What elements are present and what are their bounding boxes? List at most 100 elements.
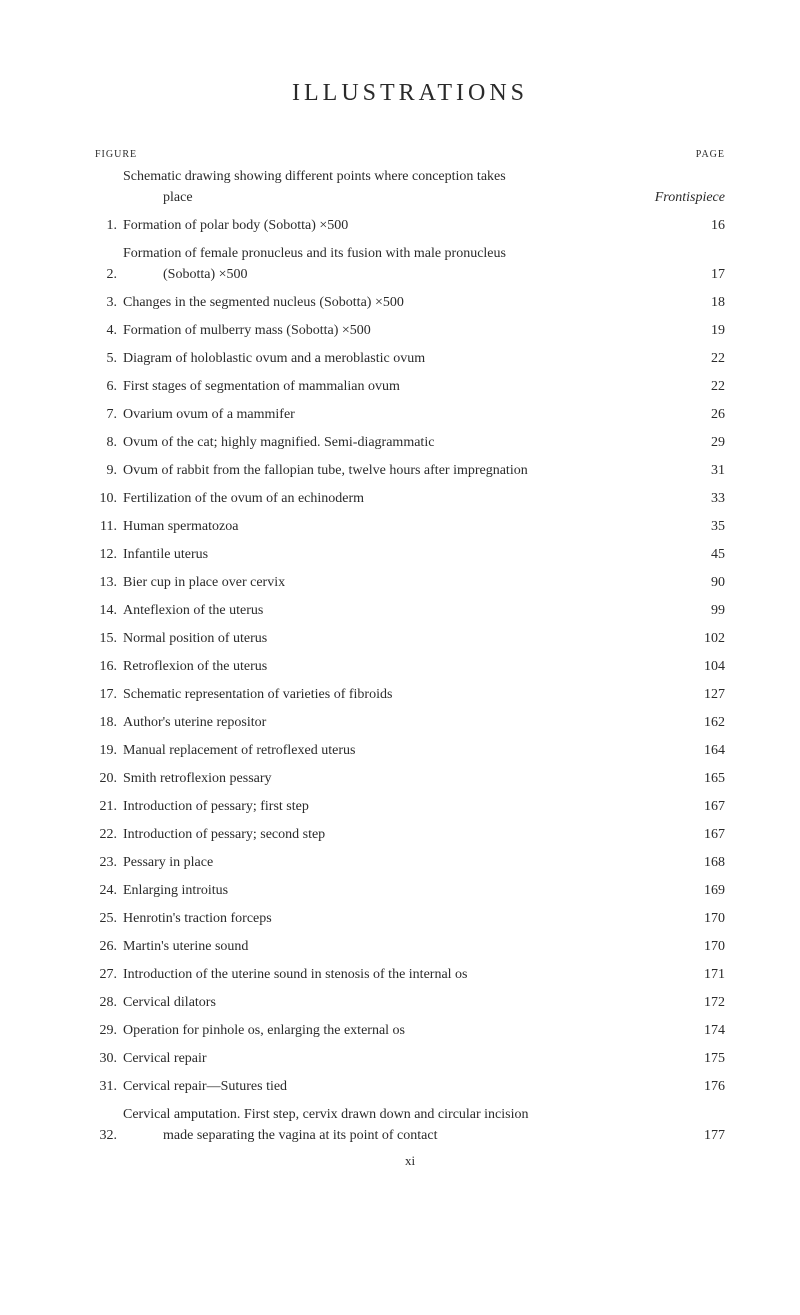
figure-number: 6. bbox=[95, 376, 123, 397]
entry-text-wrapper: Schematic representation of varieties of… bbox=[123, 684, 687, 705]
entry-text-wrapper: Ovarium ovum of a mammifer bbox=[123, 404, 687, 425]
entry-text-wrapper: Fertilization of the ovum of an echinode… bbox=[123, 488, 687, 509]
entry-description: Introduction of the uterine sound in ste… bbox=[123, 964, 468, 985]
page-roman-numeral: xi bbox=[95, 1153, 725, 1169]
entry-text-line: Schematic representation of varieties of… bbox=[123, 684, 687, 705]
list-item: 18.Author's uterine repositor162 bbox=[95, 712, 725, 733]
entry-text-wrapper: Ovum of rabbit from the fallopian tube, … bbox=[123, 460, 687, 481]
page-reference: 177 bbox=[687, 1125, 725, 1146]
page-reference: 174 bbox=[687, 1020, 725, 1041]
dot-leader bbox=[408, 305, 683, 306]
figure-number: 21. bbox=[95, 796, 123, 817]
entry-text-line: place bbox=[123, 187, 655, 208]
figure-number: 8. bbox=[95, 432, 123, 453]
page-reference: 33 bbox=[687, 488, 725, 509]
page-reference: 102 bbox=[687, 628, 725, 649]
entry-text-wrapper: Ovum of the cat; highly magnified. Semi-… bbox=[123, 432, 687, 453]
entry-description: Martin's uterine sound bbox=[123, 936, 248, 957]
page-reference: 175 bbox=[687, 1048, 725, 1069]
dot-leader bbox=[242, 529, 683, 530]
page-reference: 171 bbox=[687, 964, 725, 985]
entry-text-line: Henrotin's traction forceps bbox=[123, 908, 687, 929]
page-reference: Frontispiece bbox=[655, 187, 725, 208]
entry-text-wrapper: Smith retroflexion pessary bbox=[123, 768, 687, 789]
list-item: 2.Formation of female pronucleus and its… bbox=[95, 243, 725, 285]
page-reference: 170 bbox=[687, 936, 725, 957]
entry-description: Normal position of uterus bbox=[123, 628, 267, 649]
entry-description: Henrotin's traction forceps bbox=[123, 908, 272, 929]
page-reference: 17 bbox=[687, 264, 725, 285]
entry-description: Human spermatozoa bbox=[123, 516, 238, 537]
entry-text-wrapper: Cervical repair—Sutures tied bbox=[123, 1076, 687, 1097]
figure-number: 25. bbox=[95, 908, 123, 929]
page-reference: 167 bbox=[687, 796, 725, 817]
dot-leader bbox=[270, 725, 683, 726]
page-reference: 90 bbox=[687, 572, 725, 593]
page-reference: 31 bbox=[687, 460, 725, 481]
dot-leader bbox=[409, 1033, 683, 1034]
entry-description: Cervical dilators bbox=[123, 992, 216, 1013]
figure-number: 2. bbox=[95, 264, 123, 285]
figure-number: 7. bbox=[95, 404, 123, 425]
entry-text-line: Cervical repair—Sutures tied bbox=[123, 1076, 687, 1097]
figure-number: 29. bbox=[95, 1020, 123, 1041]
figure-number: 31. bbox=[95, 1076, 123, 1097]
entry-description: Introduction of pessary; second step bbox=[123, 824, 325, 845]
page-reference: 164 bbox=[687, 740, 725, 761]
entry-text-wrapper: Schematic drawing showing different poin… bbox=[123, 166, 655, 208]
entry-text-wrapper: Author's uterine repositor bbox=[123, 712, 687, 733]
entry-text-wrapper: Formation of polar body (Sobotta) ×500 bbox=[123, 215, 687, 236]
page-reference: 19 bbox=[687, 320, 725, 341]
entry-text-line: Introduction of the uterine sound in ste… bbox=[123, 964, 687, 985]
entry-description: place bbox=[163, 187, 193, 208]
entry-text-line: Smith retroflexion pessary bbox=[123, 768, 687, 789]
entry-description: Infantile uterus bbox=[123, 544, 208, 565]
page-reference: 176 bbox=[687, 1076, 725, 1097]
entry-description: made separating the vagina at its point … bbox=[163, 1125, 437, 1146]
entry-text-wrapper: Martin's uterine sound bbox=[123, 936, 687, 957]
entry-text-wrapper: Henrotin's traction forceps bbox=[123, 908, 687, 929]
list-item: 12.Infantile uterus45 bbox=[95, 544, 725, 565]
figure-number: 30. bbox=[95, 1048, 123, 1069]
list-item: 7.Ovarium ovum of a mammifer26 bbox=[95, 404, 725, 425]
entry-text-line: Cervical repair bbox=[123, 1048, 687, 1069]
list-item: 3.Changes in the segmented nucleus (Sobo… bbox=[95, 292, 725, 313]
dot-leader bbox=[267, 613, 683, 614]
entry-text-wrapper: First stages of segmentation of mammalia… bbox=[123, 376, 687, 397]
entry-text-line: Formation of female pronucleus and its f… bbox=[123, 243, 687, 264]
dot-leader bbox=[232, 893, 683, 894]
figure-number: 14. bbox=[95, 600, 123, 621]
page-reference: 165 bbox=[687, 768, 725, 789]
entry-text-line: Enlarging introitus bbox=[123, 880, 687, 901]
list-item: 26.Martin's uterine sound 170 bbox=[95, 936, 725, 957]
entry-description: Ovum of rabbit from the fallopian tube, … bbox=[123, 460, 528, 481]
dot-leader bbox=[276, 921, 683, 922]
entry-text-line: Bier cup in place over cervix bbox=[123, 572, 687, 593]
entry-text-line: Introduction of pessary; first step bbox=[123, 796, 687, 817]
entry-text-wrapper: Retroflexion of the uterus bbox=[123, 656, 687, 677]
list-item: 27.Introduction of the uterine sound in … bbox=[95, 964, 725, 985]
entry-text-wrapper: Formation of female pronucleus and its f… bbox=[123, 243, 687, 285]
entry-text-line: Martin's uterine sound bbox=[123, 936, 687, 957]
entry-text-line: Fertilization of the ovum of an echinode… bbox=[123, 488, 687, 509]
entry-description: Ovarium ovum of a mammifer bbox=[123, 404, 295, 425]
list-item: 15.Normal position of uterus102 bbox=[95, 628, 725, 649]
entry-text-wrapper: Formation of mulberry mass (Sobotta) ×50… bbox=[123, 320, 687, 341]
entry-text-line: Introduction of pessary; second step bbox=[123, 824, 687, 845]
figure-number: 26. bbox=[95, 936, 123, 957]
dot-leader bbox=[404, 389, 683, 390]
list-item: 29.Operation for pinhole os, enlarging t… bbox=[95, 1020, 725, 1041]
list-item: 8.Ovum of the cat; highly magnified. Sem… bbox=[95, 432, 725, 453]
dot-leader bbox=[396, 697, 683, 698]
entry-description: Formation of polar body (Sobotta) ×500 bbox=[123, 215, 348, 236]
page-reference: 168 bbox=[687, 852, 725, 873]
list-item: 24.Enlarging introitus169 bbox=[95, 880, 725, 901]
entry-text-line: Infantile uterus bbox=[123, 544, 687, 565]
entry-text-line: Cervical dilators bbox=[123, 992, 687, 1013]
list-item: 6.First stages of segmentation of mammal… bbox=[95, 376, 725, 397]
entry-text-wrapper: Manual replacement of retroflexed uterus bbox=[123, 740, 687, 761]
entry-description: (Sobotta) ×500 bbox=[163, 264, 248, 285]
figure-number: 22. bbox=[95, 824, 123, 845]
list-item: 23.Pessary in place168 bbox=[95, 852, 725, 873]
entry-text-wrapper: Introduction of pessary; second step bbox=[123, 824, 687, 845]
